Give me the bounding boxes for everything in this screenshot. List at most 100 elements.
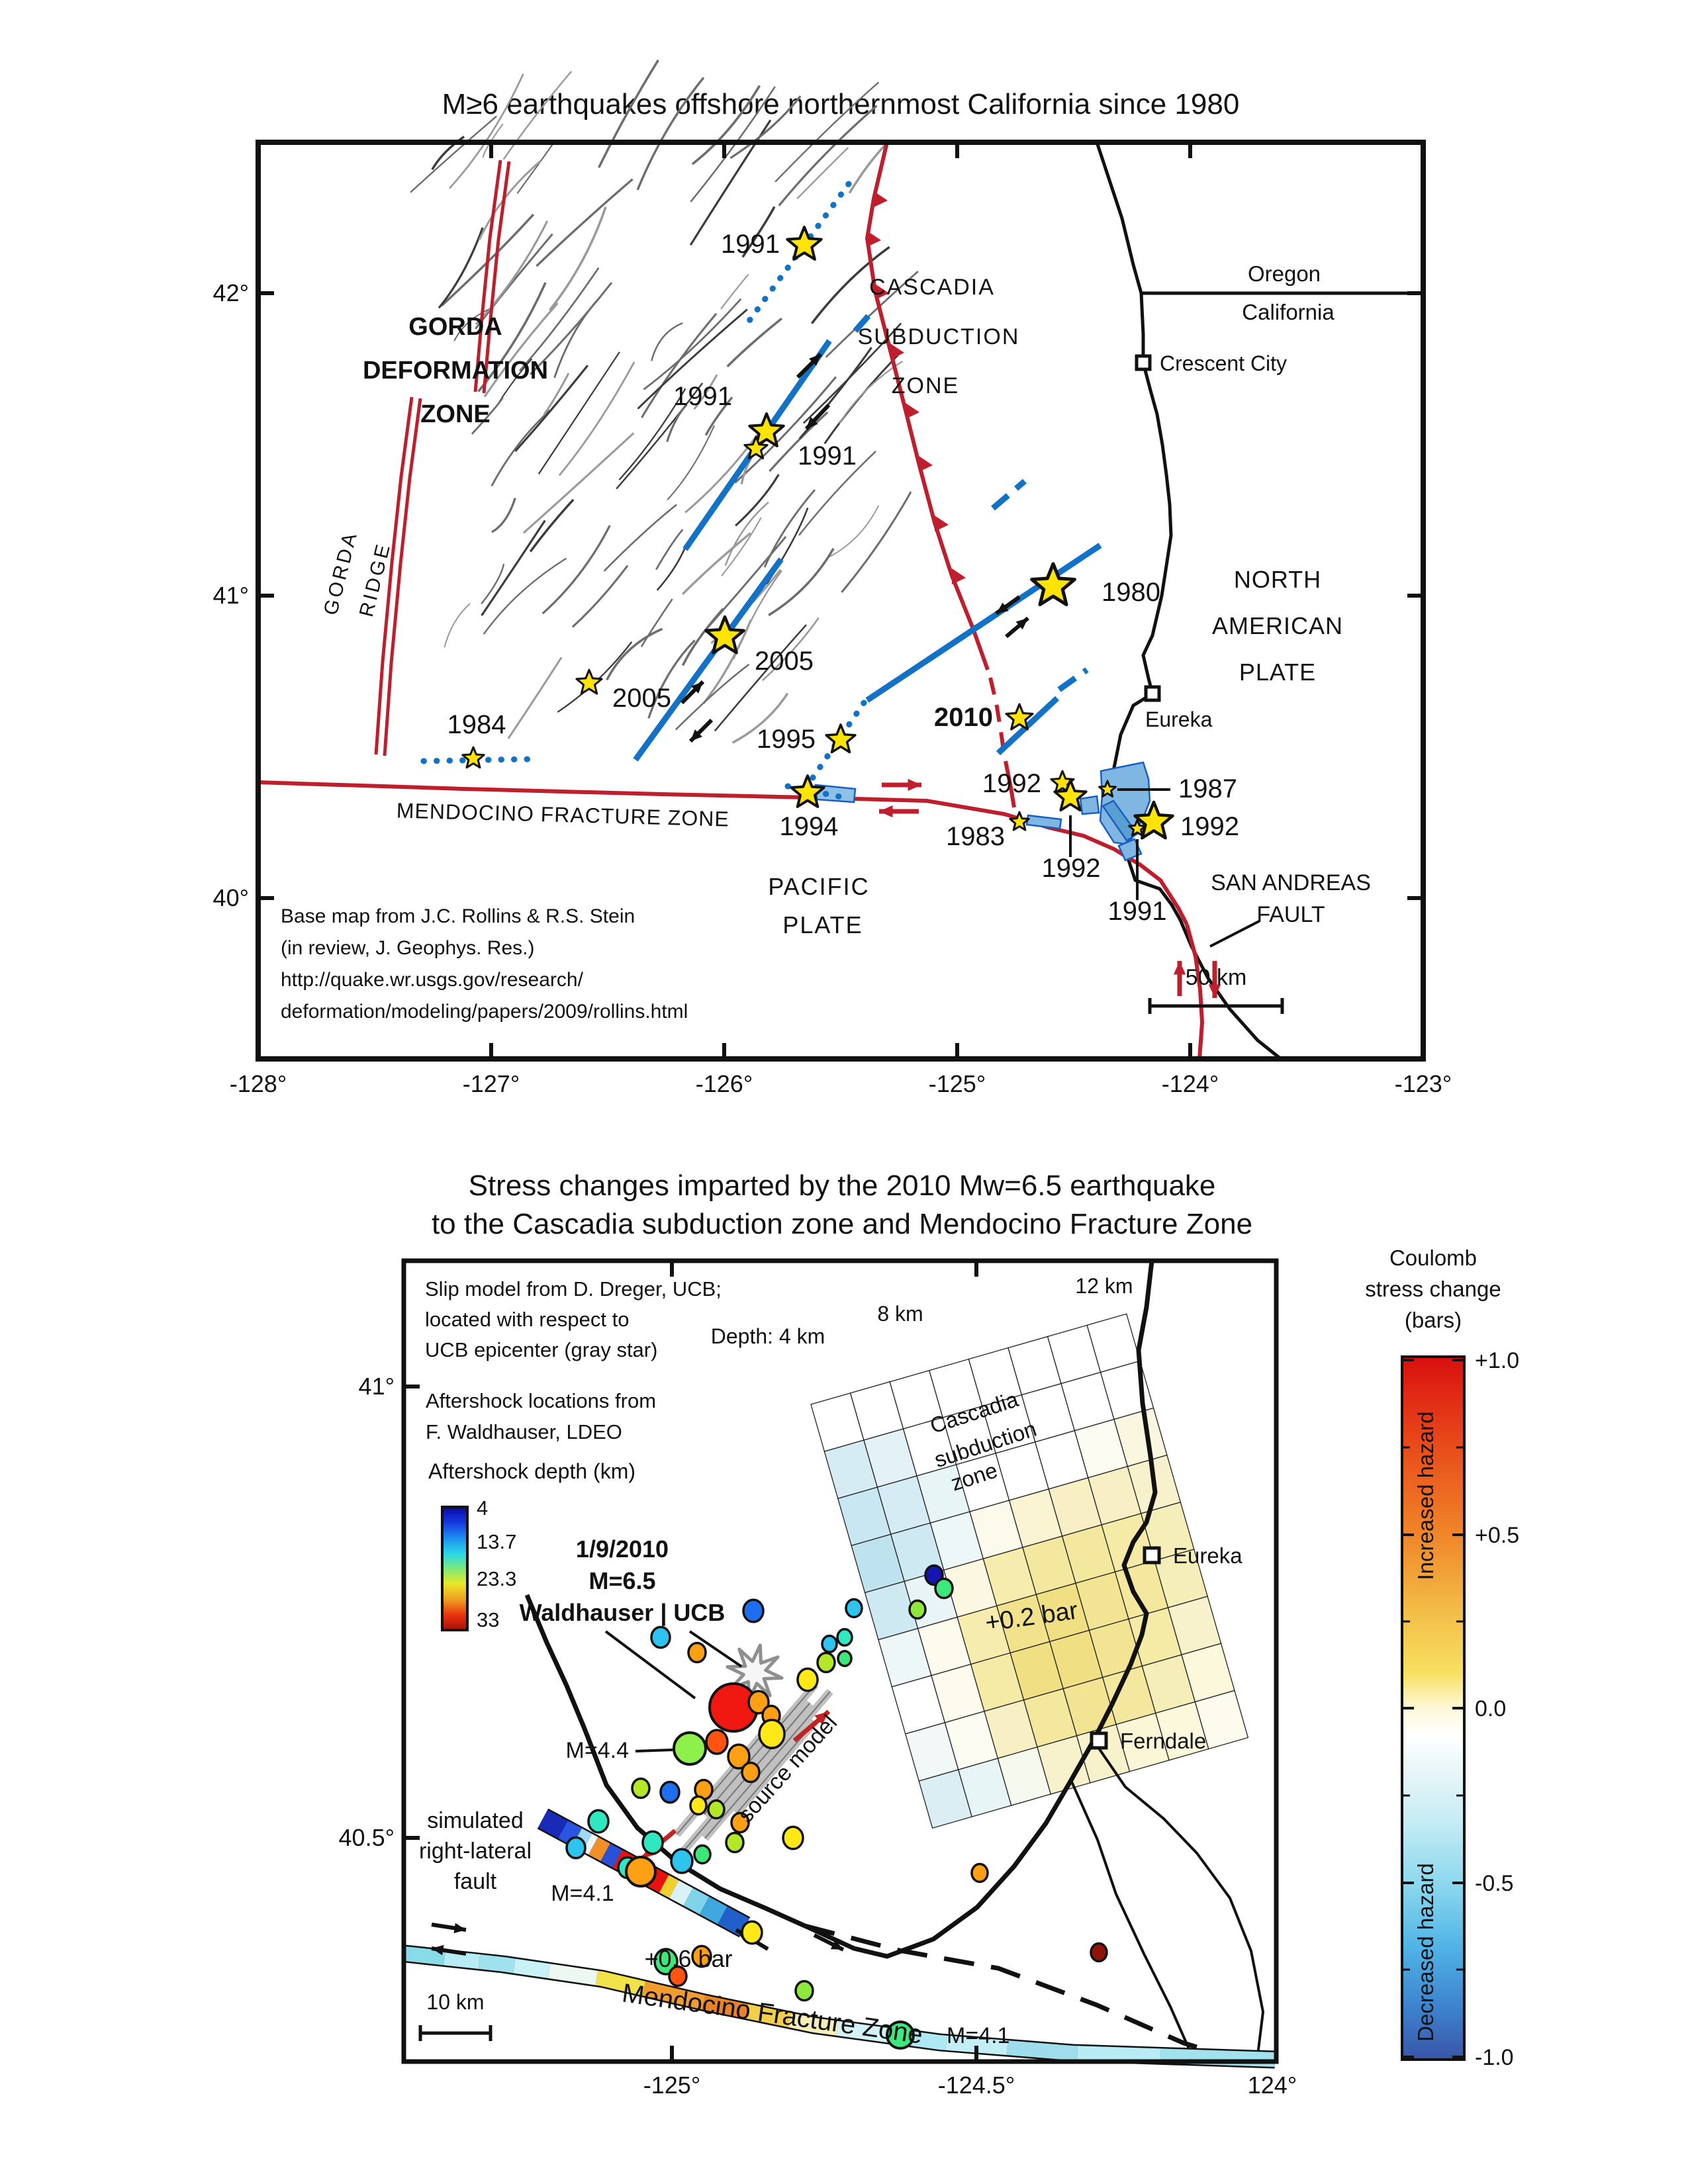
earthquake-star-2010	[1005, 703, 1034, 731]
aftershock-dot	[816, 1651, 836, 1674]
cbar-tick-label: +1.0	[1475, 1348, 1519, 1373]
aftershock-dot	[641, 1830, 664, 1855]
fabric-stroke	[471, 396, 504, 435]
x-axis-label: -124°	[1162, 1070, 1219, 1097]
earthquake-star-1992	[1053, 779, 1088, 812]
region-label: Aftershock depth (km)	[428, 1459, 635, 1483]
region-label: 8 km	[877, 1302, 923, 1326]
earthquake-star-1980	[1030, 562, 1076, 607]
fabric-stroke	[449, 73, 524, 189]
year-label: 1991	[1108, 897, 1167, 926]
fabric-stroke	[516, 142, 554, 194]
front-tooth	[906, 403, 919, 419]
region-label: F. Waldhauser, LDEO	[426, 1420, 622, 1443]
mendocino-ribbon-seg	[404, 1946, 445, 1966]
city-marker	[1135, 354, 1152, 371]
aftershock-dot	[725, 1831, 745, 1854]
aftershock-dot	[631, 1777, 651, 1799]
cbar-tick-label: 0.0	[1475, 1696, 1506, 1721]
year-label: 1980	[1102, 578, 1160, 607]
fabric-stroke	[720, 273, 749, 310]
fabric-stroke	[810, 246, 890, 324]
region-label: 1/9/2010	[576, 1535, 669, 1563]
x-axis-label: -128°	[230, 1070, 287, 1097]
colorbar-title-1: Coulomb	[1389, 1246, 1477, 1270]
slip-arrow-head	[996, 602, 1009, 614]
fabric-stroke	[477, 282, 547, 392]
region-label: ZONE	[420, 400, 491, 428]
year-label: 1983	[946, 822, 1005, 851]
earthquake-star-1983	[1009, 811, 1030, 831]
aftershock-dot	[821, 1634, 838, 1654]
fabric-stroke	[798, 451, 876, 536]
simulated-fault-ribbon-seg	[538, 1809, 568, 1839]
fault-dash	[991, 478, 1027, 511]
region-label: M=4.1	[551, 1881, 614, 1906]
san-andreas-fault-line	[1185, 924, 1205, 1060]
fault-trace	[524, 1594, 806, 1929]
cbar-tick-label: +0.5	[1475, 1523, 1519, 1548]
rupture-patch	[1079, 795, 1100, 815]
fabric-stroke	[475, 220, 549, 326]
simulated-fault-ribbon-seg	[588, 1837, 610, 1862]
front-tooth	[874, 191, 888, 207]
gorda-ridge-line	[473, 159, 502, 392]
bottom-map-title-line1: Stress changes imparted by the 2010 Mw=6…	[469, 1169, 1216, 1202]
map-frame	[256, 140, 1426, 1062]
river	[1070, 1780, 1192, 2052]
earthquake-star-1991	[743, 435, 769, 460]
fabric-stroke	[548, 206, 607, 311]
front-tooth	[890, 343, 904, 359]
mendocino-ribbon-seg	[478, 1954, 516, 1974]
slip-arrow-head	[1015, 618, 1028, 630]
region-label: Slip model from D. Dreger, UCB;	[425, 1277, 722, 1300]
source-model-strip-edge	[704, 1691, 831, 1839]
earthquake-star-2005	[704, 615, 745, 655]
earthquake-star-1991	[1128, 819, 1147, 837]
year-label: 1991	[673, 382, 732, 411]
rupture-patch	[1117, 838, 1143, 862]
colorbar-title-2: stress change	[1365, 1277, 1501, 1301]
earthquake-star-1991	[786, 225, 823, 261]
slip-arrow-head	[691, 682, 703, 694]
map-frame	[401, 1258, 1279, 2064]
aftershock-dot	[1090, 1942, 1108, 1963]
earthquake-star-1984	[461, 746, 485, 769]
fabric-stroke	[498, 358, 533, 402]
region-label: MENDOCINO FRACTURE ZONE	[396, 798, 729, 831]
aftershock-dot	[796, 1667, 819, 1692]
x-axis-label: 124°	[1248, 2071, 1297, 2099]
front-tooth	[867, 231, 881, 247]
fabric-stroke	[763, 489, 816, 568]
red-motion-arrow-head	[814, 1711, 829, 1725]
cbar-tick-label: -1.0	[1475, 2045, 1514, 2070]
fabric-stroke	[507, 657, 563, 739]
fabric-stroke	[761, 617, 820, 682]
fabric-stroke	[481, 563, 505, 605]
region-label: GORDA	[408, 313, 502, 341]
fabric-stroke	[481, 520, 546, 616]
fault-trace-dashed	[804, 1923, 1231, 2060]
fault-solid	[633, 557, 784, 762]
fabric-stroke	[538, 351, 620, 475]
aftershock-dot	[659, 1780, 680, 1804]
fabric-stroke	[483, 557, 567, 635]
depth-label: 33	[477, 1608, 499, 1631]
fabric-stroke	[666, 404, 688, 443]
credit-line: (in review, J. Geophys. Res.)	[281, 937, 534, 959]
aftershock-dot	[741, 1761, 761, 1784]
x-axis-label: -126°	[696, 1070, 753, 1097]
slip-arrow-head	[690, 729, 702, 741]
x-axis-label: -125°	[643, 2071, 700, 2099]
region-label: DEFORMATION	[363, 357, 548, 385]
region-label: ZONE	[892, 373, 959, 398]
y-axis-label: 40.5°	[339, 1824, 395, 1851]
mendocino-ribbon-seg	[595, 1970, 646, 1996]
aftershock-dot	[837, 1650, 853, 1667]
region-label: 10 km	[426, 1990, 484, 2014]
fabric-stroke	[431, 136, 465, 170]
fabric-stroke	[796, 147, 849, 199]
region-label: NORTH	[1234, 566, 1321, 593]
aftershock-dot	[782, 1825, 804, 1850]
red-motion-arrow-head	[1173, 961, 1186, 975]
